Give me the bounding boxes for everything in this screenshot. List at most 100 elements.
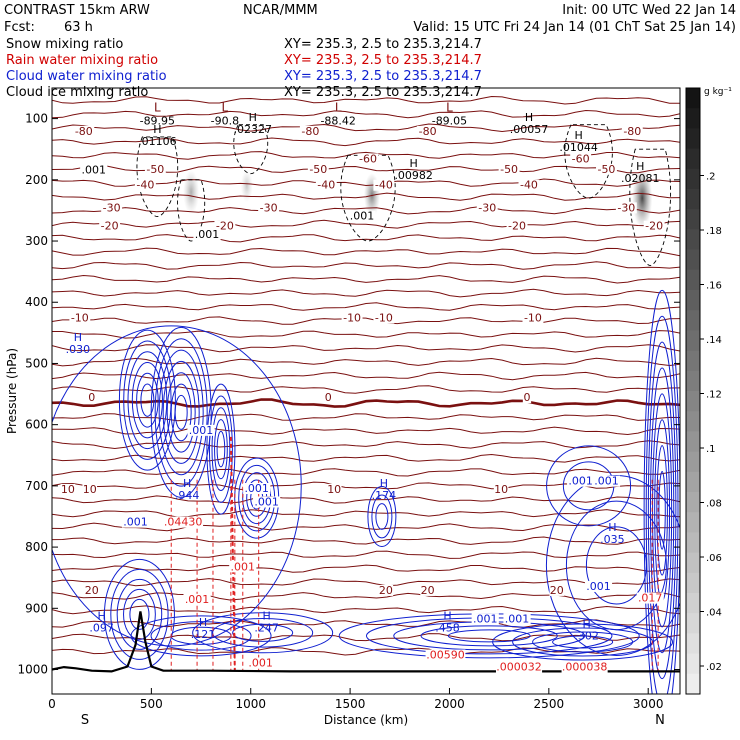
center-name: NCAR/MMM — [243, 3, 318, 18]
isotherm-label: -40 — [317, 179, 335, 192]
cloud-water-label: .001 — [594, 475, 619, 488]
cloud-water-high-value: .944 — [175, 489, 200, 502]
snow-label: .001 — [81, 164, 106, 177]
isotherm-label: -20 — [645, 220, 663, 233]
label-background — [495, 661, 543, 673]
cloud-water-contour — [206, 383, 236, 515]
snow-contour — [136, 136, 179, 217]
isotherm-label: -80 — [75, 125, 93, 138]
colorbar-cell — [686, 653, 700, 675]
y-axis-label: Pressure (hPa) — [5, 348, 19, 434]
cloud-water-contour — [131, 361, 163, 439]
forecast-hours: 63 h — [64, 20, 93, 35]
snow-high-value: .02081 — [621, 172, 660, 185]
colorbar-cell — [686, 189, 700, 210]
rain-label: .00590 — [426, 648, 465, 661]
cloud-water-label: .001 — [473, 612, 498, 625]
colorbar-cell — [686, 290, 700, 311]
cloud-water-contour — [645, 315, 679, 694]
isotherm-line — [52, 453, 680, 463]
cloud-water-contour — [643, 289, 680, 694]
x-tick-label: 2000 — [434, 697, 465, 711]
cloud-water-high-marker: H — [183, 477, 191, 490]
cloud-water-contour — [166, 372, 196, 453]
isotherm-line — [52, 550, 680, 559]
y-tick-label: 800 — [25, 540, 48, 554]
label-background — [324, 392, 333, 404]
label-background — [471, 613, 499, 625]
rain-label: .000038 — [562, 661, 608, 674]
cloud-water-high-value: .458 — [435, 622, 460, 635]
isotherm-label: -30 — [260, 201, 278, 214]
isotherm-line — [52, 357, 680, 367]
snow-contour — [564, 124, 613, 199]
cloud-water-contour — [162, 360, 200, 464]
cloud-water-contour — [658, 471, 666, 550]
isotherm-label: 20 — [379, 584, 393, 597]
colorbar-cell — [686, 370, 700, 392]
label-background — [144, 163, 166, 175]
label-background — [420, 584, 435, 596]
low-value: -88.42 — [320, 115, 355, 128]
isotherm-line — [52, 536, 680, 545]
label-background — [621, 125, 643, 137]
cloud-water-high-marker: H — [199, 616, 207, 629]
cloud-water-contour — [123, 340, 172, 460]
isotherm-line — [52, 495, 680, 504]
cloud-water-high-marker: H — [98, 610, 106, 623]
label-background — [243, 483, 271, 494]
snow-high-marker: H — [249, 111, 257, 124]
snow-high-marker: H — [575, 129, 583, 142]
label-background — [476, 202, 498, 214]
colorbar-tick-label: .08 — [706, 499, 722, 510]
field-name: Snow mixing ratio — [6, 37, 123, 52]
label-background — [561, 661, 608, 673]
isotherm-label: -30 — [478, 201, 496, 214]
isotherm-line — [52, 440, 680, 450]
isotherm-line — [52, 261, 680, 270]
isotherm-line — [52, 619, 680, 628]
x-tick-label: 0 — [48, 697, 56, 711]
cloud-water-contour — [371, 494, 393, 539]
cloud-water-contour — [420, 625, 558, 647]
label-background — [183, 593, 211, 605]
isotherm-label: -20 — [508, 220, 526, 233]
field-xy: XY= 235.3, 2.5 to 235.3,214.7 — [284, 53, 482, 68]
cloud-water-contour — [136, 372, 159, 428]
isotherm-line — [52, 330, 680, 339]
colorbar-cell — [686, 269, 700, 291]
snow-shading — [240, 169, 253, 202]
label-background — [643, 220, 665, 232]
snow-contour — [177, 179, 206, 242]
colorbar-cell — [686, 350, 700, 372]
isotherm-line — [52, 316, 680, 325]
isotherm-line — [52, 385, 680, 394]
cloud-water-contour — [140, 383, 155, 417]
isotherm-line — [52, 371, 680, 381]
colorbar-tick-label: .18 — [706, 226, 722, 237]
label-background — [84, 584, 100, 596]
isotherm-line — [52, 591, 680, 601]
isotherm-label: -30 — [103, 201, 121, 214]
plot-frame — [51, 87, 681, 695]
isotherm-label: -50 — [309, 163, 327, 176]
isotherm-label: 10 — [494, 483, 508, 496]
colorbar-cell — [686, 330, 700, 352]
isotherm-label: -40 — [520, 179, 538, 192]
isotherm-line — [52, 219, 680, 229]
cloud-water-high-marker: H — [380, 477, 388, 490]
cloud-water-contour — [211, 407, 231, 492]
label-background — [348, 210, 376, 222]
isotherm-label: -10 — [524, 312, 542, 325]
cloud-water-contour — [216, 430, 226, 468]
label-background — [60, 483, 76, 495]
cloud-water-contour — [546, 445, 632, 527]
cloud-water-contour — [656, 445, 668, 576]
low-marker: L — [222, 101, 229, 115]
cloud-water-contour — [649, 367, 675, 654]
y-tick-label: 400 — [25, 295, 48, 309]
snow-high-marker: H — [410, 157, 418, 170]
isotherm-line — [52, 178, 680, 187]
label-background — [341, 312, 363, 324]
cloud-water-high-value: .035 — [600, 533, 625, 546]
